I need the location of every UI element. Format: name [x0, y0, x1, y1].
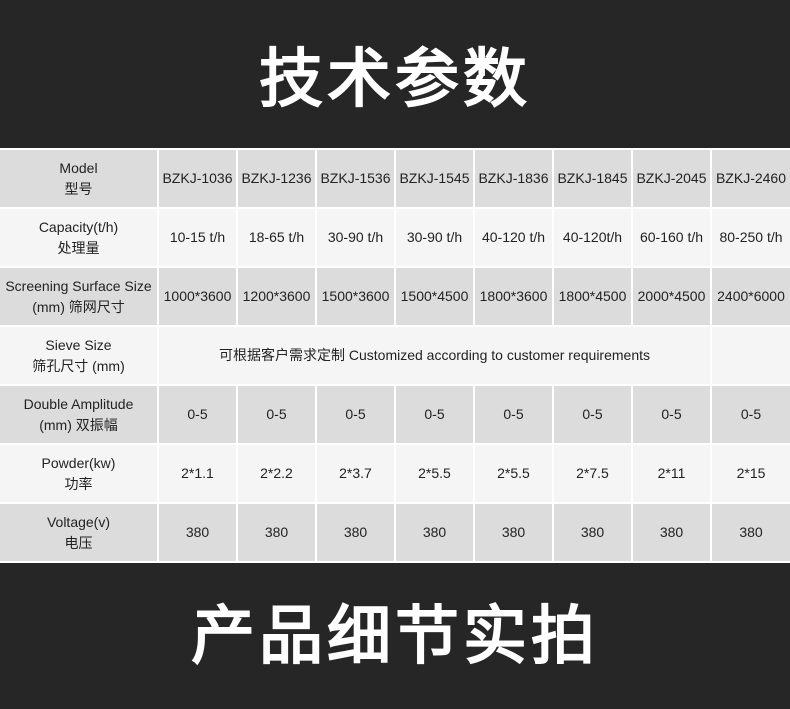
table-cell: 0-5: [710, 384, 790, 445]
table-cell-empty: [710, 325, 790, 386]
table-cell: 2*15: [710, 443, 790, 504]
table-row: Sieve Size 筛孔尺寸 (mm) 可根据客户需求定制 Customized …: [0, 325, 790, 386]
spec-table: Model 型号 BZKJ-1036 BZKJ-1236 BZKJ-1536 BZKJ-1…: [0, 148, 790, 563]
table-cell: 40-120t/h: [552, 207, 633, 268]
row-header: Model 型号: [0, 148, 159, 209]
label-en: Powder(kw): [41, 454, 116, 471]
row-header: Screening Surface Size (mm) 筛网尺寸: [0, 266, 159, 327]
table-cell: 2*2.2: [236, 443, 317, 504]
table-cell: 18-65 t/h: [236, 207, 317, 268]
table-row: Double Amplitude (mm) 双振幅 0-5 0-5 0-5 0-5 0-5 0…: [0, 384, 790, 445]
table-cell: 1000*3600: [157, 266, 238, 327]
section-title-specs: 技术参数: [0, 0, 790, 148]
table-cell: 30-90 t/h: [315, 207, 396, 268]
table-cell: BZKJ-1236: [236, 148, 317, 209]
table-cell: 40-120 t/h: [473, 207, 554, 268]
table-row: Screening Surface Size (mm) 筛网尺寸 1000*3600…: [0, 266, 790, 327]
table-cell: 80-250 t/h: [710, 207, 790, 268]
table-cell: 380: [236, 502, 317, 563]
table-cell: 1200*3600: [236, 266, 317, 327]
label-en: Sieve Size: [45, 336, 112, 353]
table-cell: 0-5: [631, 384, 712, 445]
table-cell: 2*1.1: [157, 443, 238, 504]
table-cell: 0-5: [552, 384, 633, 445]
label-en: Voltage(v): [46, 513, 111, 530]
table-cell: 2*3.7: [315, 443, 396, 504]
label-cn: (mm) 筛网尺寸: [32, 298, 125, 315]
table-cell: 30-90 t/h: [394, 207, 475, 268]
table-row: Powder(kw) 功率 2*1.1 2*2.2 2*3.7 2*5.5 2*5.5 2*7…: [0, 443, 790, 504]
table-cell: 380: [710, 502, 790, 563]
table-cell: 1800*3600: [473, 266, 554, 327]
label-en: Model: [59, 159, 98, 176]
table-cell: 2000*4500: [631, 266, 712, 327]
table-cell: BZKJ-2045: [631, 148, 712, 209]
table-row: Voltage(v) 电压 380 380 380 380 380 380 380 380: [0, 502, 790, 563]
table-cell: 2*5.5: [394, 443, 475, 504]
table-cell: 1800*4500: [552, 266, 633, 327]
table-cell-merged: 可根据客户需求定制 Customized according to custom…: [157, 325, 712, 386]
row-header: Powder(kw) 功率: [0, 443, 159, 504]
table-cell: 0-5: [473, 384, 554, 445]
table-cell: 2*7.5: [552, 443, 633, 504]
label-cn: 筛孔尺寸 (mm): [32, 357, 125, 374]
table-cell: BZKJ-1545: [394, 148, 475, 209]
table-cell: 1500*3600: [315, 266, 396, 327]
table-cell: BZKJ-1836: [473, 148, 554, 209]
label-cn: 型号: [64, 180, 93, 197]
label-cn: 功率: [64, 475, 93, 492]
row-header: Capacity(t/h) 处理量: [0, 207, 159, 268]
table-cell: 380: [631, 502, 712, 563]
table-cell: 0-5: [157, 384, 238, 445]
table-cell: 380: [157, 502, 238, 563]
table-cell: BZKJ-1845: [552, 148, 633, 209]
label-cn: 处理量: [57, 239, 100, 256]
table-cell: 2*11: [631, 443, 712, 504]
table-row: Model 型号 BZKJ-1036 BZKJ-1236 BZKJ-1536 BZKJ-1…: [0, 148, 790, 209]
label-en: Double Amplitude: [23, 395, 134, 412]
table-cell: 1500*4500: [394, 266, 475, 327]
label-cn: 电压: [64, 534, 93, 551]
table-cell: 10-15 t/h: [157, 207, 238, 268]
table-cell: 0-5: [236, 384, 317, 445]
table-cell: BZKJ-1536: [315, 148, 396, 209]
table-cell: BZKJ-2460: [710, 148, 790, 209]
table-cell: 2*5.5: [473, 443, 554, 504]
table-cell: 0-5: [394, 384, 475, 445]
table-cell: 380: [473, 502, 554, 563]
row-header: Voltage(v) 电压: [0, 502, 159, 563]
label-cn: (mm) 双振幅: [39, 416, 118, 433]
table-cell: 380: [315, 502, 396, 563]
table-cell: 380: [552, 502, 633, 563]
table-row: Capacity(t/h) 处理量 10-15 t/h 18-65 t/h 30-90 …: [0, 207, 790, 268]
table-cell: 0-5: [315, 384, 396, 445]
row-header: Sieve Size 筛孔尺寸 (mm): [0, 325, 159, 386]
label-en: Screening Surface Size: [5, 277, 152, 294]
table-cell: BZKJ-1036: [157, 148, 238, 209]
section-title-photos: 产品细节实拍: [0, 563, 790, 699]
table-cell: 60-160 t/h: [631, 207, 712, 268]
table-cell: 2400*6000: [710, 266, 790, 327]
row-header: Double Amplitude (mm) 双振幅: [0, 384, 159, 445]
label-en: Capacity(t/h): [38, 218, 119, 235]
table-cell: 380: [394, 502, 475, 563]
